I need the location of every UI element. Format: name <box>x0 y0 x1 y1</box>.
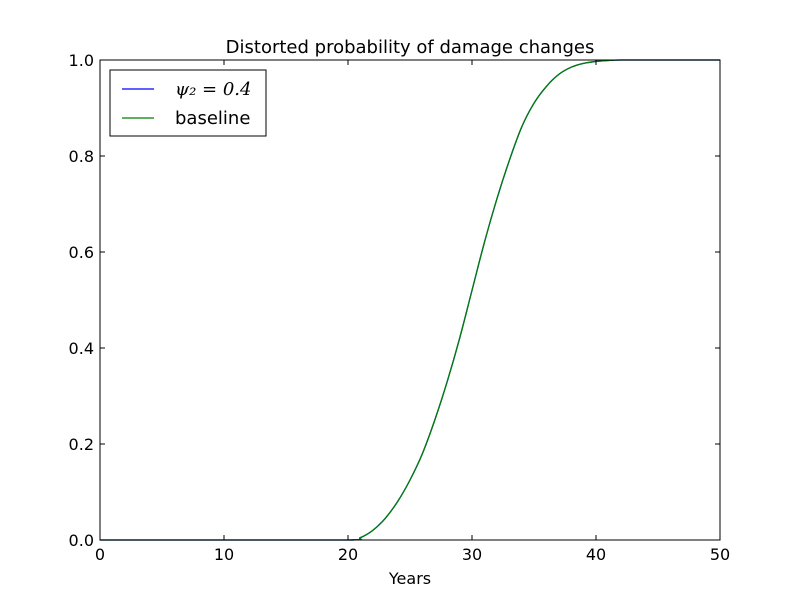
y-tick-label: 0.0 <box>69 531 94 550</box>
x-tick-label: 30 <box>462 545 482 564</box>
legend-label-baseline: baseline <box>175 108 250 129</box>
ticks-layer: 0 10 20 30 40 50 0.0 0.2 0.4 0.6 0.8 1.0 <box>69 51 731 564</box>
x-tick-label: 50 <box>710 545 730 564</box>
y-tick-label: 0.6 <box>69 243 94 262</box>
y-tick-label: 0.4 <box>69 339 94 358</box>
legend-label-psi2: ψ₂ = 0.4 <box>175 79 251 100</box>
x-tick-label: 0 <box>95 545 105 564</box>
x-tick-label: 10 <box>214 545 234 564</box>
chart-title: Distorted probability of damage changes <box>226 37 595 58</box>
x-tick-label: 40 <box>586 545 606 564</box>
series-layer <box>100 59 720 541</box>
y-tick-label: 1.0 <box>69 51 94 70</box>
plot-frame <box>99 59 721 541</box>
legend-box <box>109 69 267 137</box>
y-tick-label: 0.8 <box>69 147 94 166</box>
x-axis-label: Years <box>388 569 431 588</box>
series-line-baseline <box>100 59 720 541</box>
y-tick-label: 0.2 <box>69 435 94 454</box>
x-tick-label: 20 <box>338 545 358 564</box>
legend: ψ₂ = 0.4 baseline <box>109 69 267 137</box>
